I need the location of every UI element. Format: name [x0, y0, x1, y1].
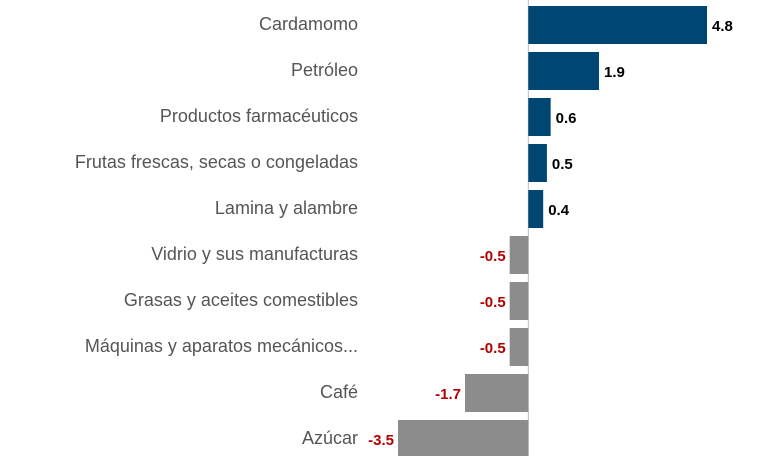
value-label: 0.4: [548, 202, 570, 219]
category-label: Frutas frescas, secas o congeladas: [75, 152, 358, 172]
bar: [528, 6, 707, 44]
category-label: Cardamomo: [259, 14, 358, 34]
value-label: 0.5: [552, 156, 573, 173]
bar: [509, 236, 529, 274]
value-label: -1.7: [435, 386, 461, 403]
category-label: Vidrio y sus manufacturas: [151, 244, 358, 264]
category-label: Lamina y alambre: [215, 198, 358, 218]
category-label: Grasas y aceites comestibles: [124, 290, 358, 310]
value-label: -0.5: [480, 248, 506, 265]
value-label: -0.5: [480, 340, 506, 357]
bar: [398, 420, 529, 456]
bar: [465, 374, 529, 412]
category-label: Máquinas y aparatos mecánicos...: [85, 336, 358, 356]
bar: [509, 328, 529, 366]
bar: [528, 98, 551, 136]
bar: [528, 52, 600, 90]
bar: [528, 190, 544, 228]
value-label: 1.9: [604, 64, 625, 81]
value-label: 0.6: [556, 110, 577, 127]
value-label: 4.8: [712, 18, 733, 35]
bar: [509, 282, 529, 320]
category-label: Café: [320, 382, 358, 402]
bar: [528, 144, 547, 182]
value-label: -0.5: [480, 294, 506, 311]
category-label: Petróleo: [291, 60, 358, 80]
category-label: Productos farmacéuticos: [160, 106, 358, 126]
category-label: Azúcar: [302, 428, 358, 448]
value-label: -3.5: [368, 432, 394, 449]
